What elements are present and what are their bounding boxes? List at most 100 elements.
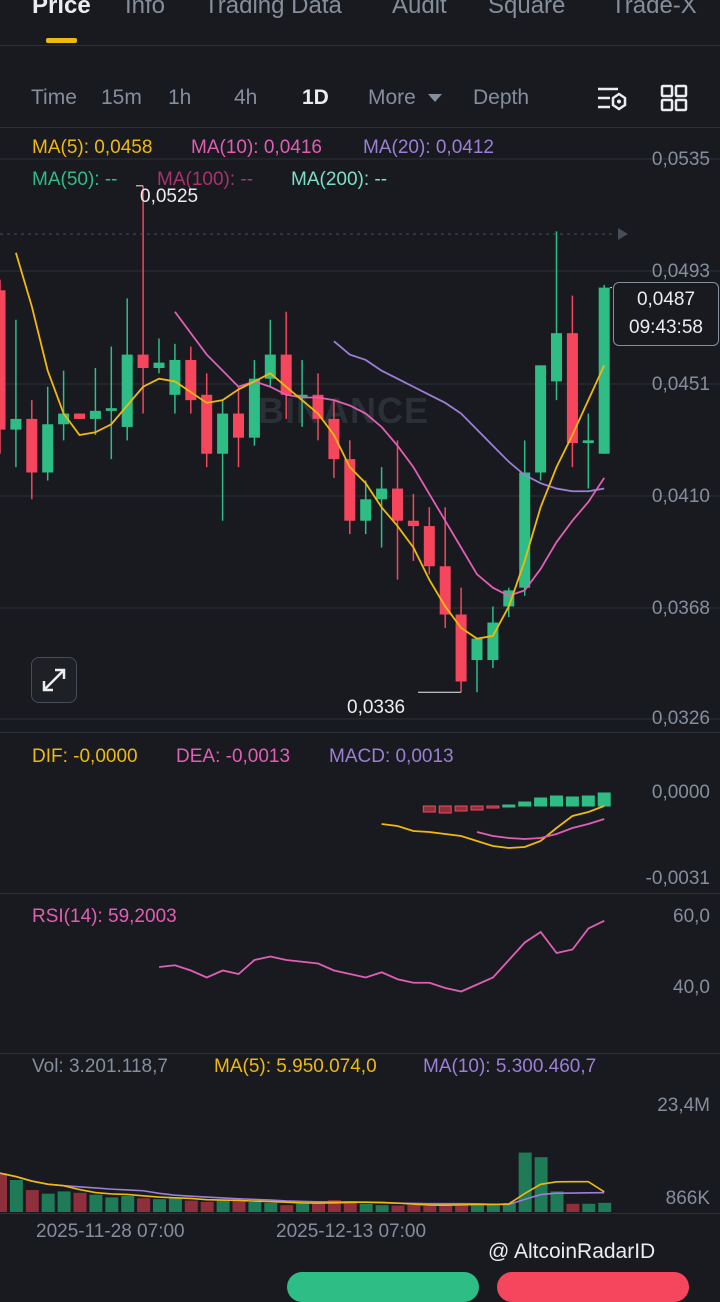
- timeframe-4h[interactable]: 4h: [234, 86, 258, 109]
- macd-histogram-bar: [518, 801, 532, 807]
- volume-bar: [582, 1203, 596, 1212]
- tab-trading-data[interactable]: Trading Data: [204, 0, 342, 19]
- timeframe-more[interactable]: More: [368, 86, 442, 110]
- candle-body: [280, 354, 292, 395]
- divider: [0, 1213, 720, 1214]
- volume-axis-label: 866K: [665, 1188, 710, 1209]
- tab-info[interactable]: Info: [125, 0, 166, 19]
- tab-price[interactable]: Price: [32, 0, 91, 19]
- candle-body: [519, 472, 531, 588]
- macd-histogram-bar: [597, 792, 611, 807]
- macd-dea-line: [476, 818, 605, 840]
- volume-bar: [550, 1191, 564, 1212]
- macd-axis-label: -0,0031: [645, 868, 710, 889]
- divider: [0, 893, 720, 894]
- sell-button[interactable]: [497, 1272, 689, 1302]
- candle-body: [582, 440, 594, 444]
- candle-body: [185, 359, 197, 401]
- buy-button[interactable]: [287, 1272, 479, 1302]
- tab-square[interactable]: Square: [488, 0, 566, 19]
- macd-dea-label: DEA: -0,0013: [176, 746, 291, 767]
- volume-bar: [423, 1206, 437, 1212]
- volume-bar: [25, 1190, 39, 1212]
- macd-histogram-bar: [565, 796, 579, 807]
- ma5-label: MA(5): 0,0458: [32, 137, 153, 158]
- ma20-label: MA(20): 0,0412: [363, 137, 494, 158]
- macd-histogram-bar: [581, 795, 595, 807]
- ma10-label: MA(10): 0,0416: [191, 137, 322, 158]
- more-label: More: [368, 86, 416, 109]
- mark-price-arrow: [618, 228, 628, 240]
- timeframe-time[interactable]: Time: [31, 86, 77, 109]
- volume-bar: [359, 1203, 373, 1212]
- macd-dif-line: [381, 805, 605, 849]
- current-price: 0,0487: [636, 289, 696, 310]
- volume-bar: [312, 1201, 325, 1212]
- volume-bar: [264, 1202, 278, 1212]
- indicator-settings-icon[interactable]: [596, 85, 628, 113]
- time-axis-label: 2025-11-28 07:00: [36, 1221, 185, 1242]
- tab-trade-x[interactable]: Trade-X: [611, 0, 697, 19]
- candle-body: [487, 622, 499, 661]
- divider: [0, 127, 720, 128]
- candle-body: [153, 362, 165, 368]
- macd-histogram-bar: [534, 797, 548, 807]
- macd-histogram-bar: [438, 805, 452, 814]
- timeframe-depth[interactable]: Depth: [473, 86, 530, 109]
- candle-body: [471, 638, 483, 661]
- ma20-line: [333, 340, 605, 493]
- candle-body: [535, 365, 547, 473]
- volume-bar: [105, 1197, 119, 1212]
- candle-body: [344, 459, 356, 521]
- top-tab-bar: Price Info Trading Data Audit Square Tra…: [0, 0, 720, 46]
- candle-countdown: 09:43:58: [629, 317, 703, 338]
- volume-bar: [216, 1200, 230, 1212]
- volume-ma10-label: MA(10): 5.300.460,7: [423, 1056, 597, 1077]
- candle-body: [201, 394, 213, 454]
- candle-body: [566, 333, 578, 444]
- tab-audit[interactable]: Audit: [392, 0, 447, 19]
- volume-bar: [502, 1203, 516, 1212]
- candle-body: [58, 413, 70, 425]
- timeframe-1h[interactable]: 1h: [168, 86, 192, 109]
- volume-bar: [121, 1195, 135, 1212]
- volume-bar: [184, 1200, 198, 1212]
- macd-histogram-bar: [486, 805, 500, 809]
- volume-bar: [0, 1173, 7, 1212]
- grid-layout-icon[interactable]: [660, 84, 688, 112]
- volume-bar: [391, 1205, 405, 1212]
- macd-histogram-bar: [550, 795, 563, 807]
- divider: [0, 732, 720, 733]
- candle-body: [455, 614, 467, 682]
- candle-body: [89, 410, 101, 419]
- volume-axis-label: 23,4M: [657, 1095, 710, 1116]
- candle-body: [312, 394, 324, 419]
- volume-label: Vol: 3.201.118,7: [32, 1056, 168, 1077]
- candle-body: [551, 333, 562, 382]
- divider: [0, 45, 720, 46]
- caret-down-icon: [427, 94, 442, 103]
- volume-bar: [153, 1199, 166, 1212]
- divider: [0, 1053, 720, 1054]
- candle-body: [26, 418, 38, 473]
- fullscreen-button[interactable]: [31, 657, 77, 703]
- price-axis-label: 0,0535: [651, 149, 710, 170]
- candle-body: [42, 424, 54, 473]
- ma200-label: MA(200): --: [291, 169, 388, 190]
- timeframe-15m[interactable]: 15m: [101, 86, 142, 109]
- macd-histogram-bar: [422, 805, 436, 813]
- current-price-box: 0,0487 09:43:58: [613, 282, 719, 346]
- volume-bar: [486, 1204, 500, 1212]
- volume-bar: [9, 1179, 23, 1212]
- time-axis-label: 2025-12-13 07:00: [276, 1221, 427, 1242]
- price-axis-label: 0,0368: [651, 598, 710, 619]
- price-chart[interactable]: [0, 0, 720, 1215]
- volume-bar: [200, 1201, 214, 1212]
- macd-axis-label: 0,0000: [651, 782, 710, 803]
- volume-bar: [407, 1204, 421, 1212]
- volume-bar: [566, 1203, 580, 1212]
- volume-bar: [248, 1201, 262, 1212]
- timeframe-1d[interactable]: 1D: [302, 86, 329, 109]
- price-axis-label: 0,0451: [651, 374, 710, 395]
- candle-body: [407, 520, 419, 527]
